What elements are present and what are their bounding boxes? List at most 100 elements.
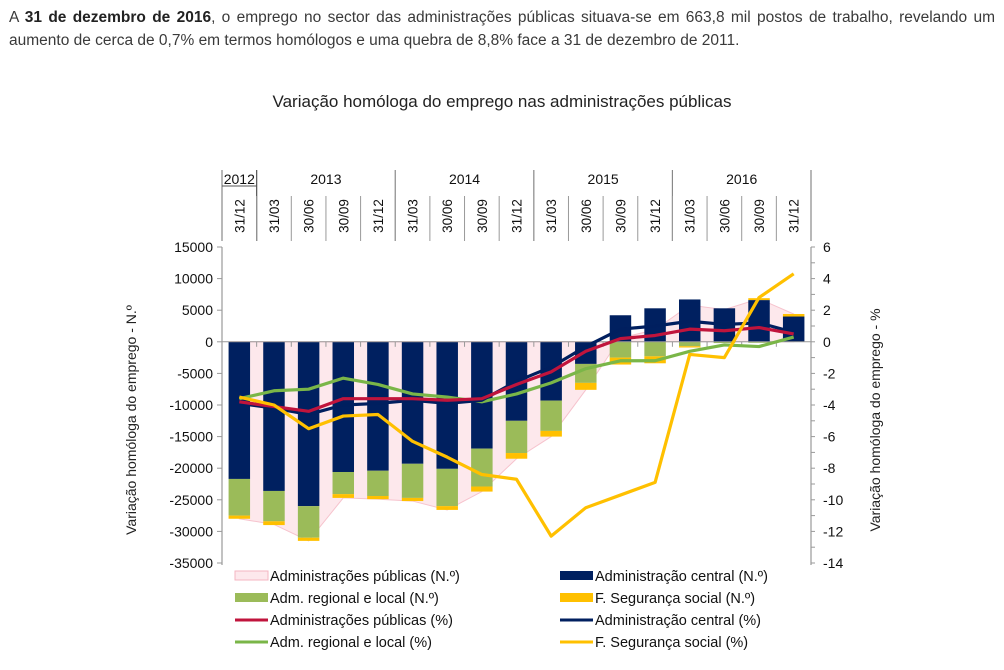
bar-f-seguran-a-social-n (782, 313, 805, 317)
bar-administra-o-central-n (471, 341, 493, 449)
line-adm-regional-e-local (238, 335, 795, 404)
bar-administra-o-central-n (228, 341, 251, 479)
right-tick-label: -4 (823, 397, 836, 413)
bar-f-seguran-a-social-n (436, 506, 458, 510)
left-tick-label: 0 (205, 334, 213, 350)
bar-f-seguran-a-social-n (332, 494, 355, 498)
right-tick-label: 4 (823, 271, 831, 287)
bar-f-seguran-a-social-n (228, 515, 251, 519)
legend-swatch-bar (235, 593, 268, 602)
year-label-2014: 2014 (449, 171, 480, 187)
bar-adm-regional-e-local-n (713, 341, 736, 344)
left-axis-title: Variação homóloga do emprego - N.º (123, 305, 139, 535)
bar-f-seguran-a-social-n (471, 486, 493, 492)
legend-label: Administrações públicas (N.º) (270, 569, 460, 585)
category-label: 30/09 (475, 199, 490, 233)
left-tick-label: -20000 (169, 460, 213, 476)
right-tick-label: -8 (823, 460, 836, 476)
left-tick-label: -35000 (169, 555, 213, 571)
intro-prefix: A (9, 9, 25, 26)
bar-administra-o-central-n (367, 341, 389, 471)
legend-swatch-bar (560, 593, 593, 602)
bar-f-seguran-a-social-n (505, 453, 528, 459)
bar-f-seguran-a-social-n (401, 497, 424, 502)
left-tick-label: -15000 (169, 429, 213, 445)
right-tick-label: -12 (823, 523, 843, 539)
legend-label: Administração central (%) (595, 613, 761, 629)
intro-text: , o emprego no sector das administrações… (9, 9, 995, 49)
right-tick-label: -14 (823, 555, 843, 571)
year-label-2012: 2012 (224, 171, 255, 187)
year-label-2016: 2016 (726, 171, 757, 187)
left-tick-label: -30000 (169, 523, 213, 539)
bar-f-seguran-a-social-n (297, 537, 320, 541)
category-label: 30/06 (440, 199, 455, 233)
right-tick-label: 0 (823, 334, 831, 350)
bar-administra-o-central-n (401, 341, 424, 464)
bar-adm-regional-e-local-n (228, 478, 251, 516)
bar-adm-regional-e-local-n (367, 470, 389, 497)
intro-paragraph: A 31 de dezembro de 2016, o emprego no s… (9, 6, 995, 52)
left-tick-label: -10000 (169, 397, 213, 413)
left-tick-label: -5000 (177, 365, 213, 381)
category-label: 31/12 (648, 199, 663, 233)
left-tick-label: 5000 (182, 302, 213, 318)
bar-f-seguran-a-social-n (367, 496, 389, 500)
category-label: 31/12 (232, 199, 247, 233)
legend-label: Adm. regional e local (N.º) (270, 591, 439, 607)
legend-swatch-area (234, 570, 269, 581)
bar-adm-regional-e-local-n (471, 448, 493, 487)
bar-adm-regional-e-local-n (436, 468, 458, 507)
bar-administra-o-central-n (748, 300, 770, 342)
category-label: 31/03 (544, 199, 559, 233)
bar-f-seguran-a-social-n (540, 430, 562, 437)
right-tick-label: 2 (823, 302, 831, 318)
bar-adm-regional-e-local-n (297, 506, 320, 538)
category-label: 31/03 (683, 199, 698, 233)
category-label: 30/06 (717, 199, 732, 233)
category-label: 31/03 (406, 199, 421, 233)
line-f-seguran-a-social (238, 272, 795, 538)
bar-adm-regional-e-local-n (644, 341, 666, 357)
left-tick-label: 15000 (174, 239, 213, 255)
right-tick-label: -10 (823, 492, 843, 508)
bar-adm-regional-e-local-n (263, 490, 285, 522)
legend-label: Adm. regional e local (%) (270, 635, 432, 651)
line-administra-es-p-blicas (239, 325, 794, 413)
bar-f-seguran-a-social-n (263, 521, 285, 526)
category-label: 30/09 (336, 199, 351, 233)
chart-title: Variação homóloga do emprego nas adminis… (272, 92, 732, 111)
category-label: 30/06 (579, 199, 594, 233)
bar-f-seguran-a-social-n (678, 346, 701, 348)
right-tick-label: -2 (823, 365, 836, 381)
bar-administra-o-central-n (263, 341, 285, 491)
line-administra-o-central (239, 319, 795, 417)
right-axis-title: Variação homóloga do emprego - % (867, 308, 883, 531)
right-tick-label: -6 (823, 429, 836, 445)
bar-administra-o-central-n (436, 341, 458, 469)
bar-adm-regional-e-local-n (540, 400, 562, 431)
category-label: 31/12 (371, 199, 386, 233)
intro-date: 31 de dezembro de 2016 (24, 9, 212, 26)
bar-administra-o-central-n (332, 341, 355, 472)
bar-f-seguran-a-social-n (575, 382, 597, 390)
category-label: 31/12 (787, 199, 802, 233)
category-label: 30/06 (302, 199, 317, 233)
left-tick-label: -25000 (169, 492, 213, 508)
bar-adm-regional-e-local-n (401, 463, 424, 498)
year-label-2015: 2015 (588, 171, 619, 187)
category-label: 31/03 (267, 199, 282, 233)
legend-label: F. Segurança social (N.º) (595, 591, 755, 607)
category-label: 30/09 (752, 199, 767, 233)
bar-administra-o-central-n (297, 341, 320, 507)
bar-adm-regional-e-local-n (678, 341, 701, 347)
year-label-2013: 2013 (310, 171, 341, 187)
legend-label: Administração central (N.º) (595, 569, 768, 585)
left-tick-label: 10000 (174, 271, 213, 287)
legend-label: Administrações públicas (%) (270, 613, 453, 629)
category-label: 30/09 (613, 199, 628, 233)
category-label: 31/12 (510, 199, 525, 233)
bar-adm-regional-e-local-n (505, 420, 528, 454)
bar-administra-o-central-n (782, 316, 805, 342)
